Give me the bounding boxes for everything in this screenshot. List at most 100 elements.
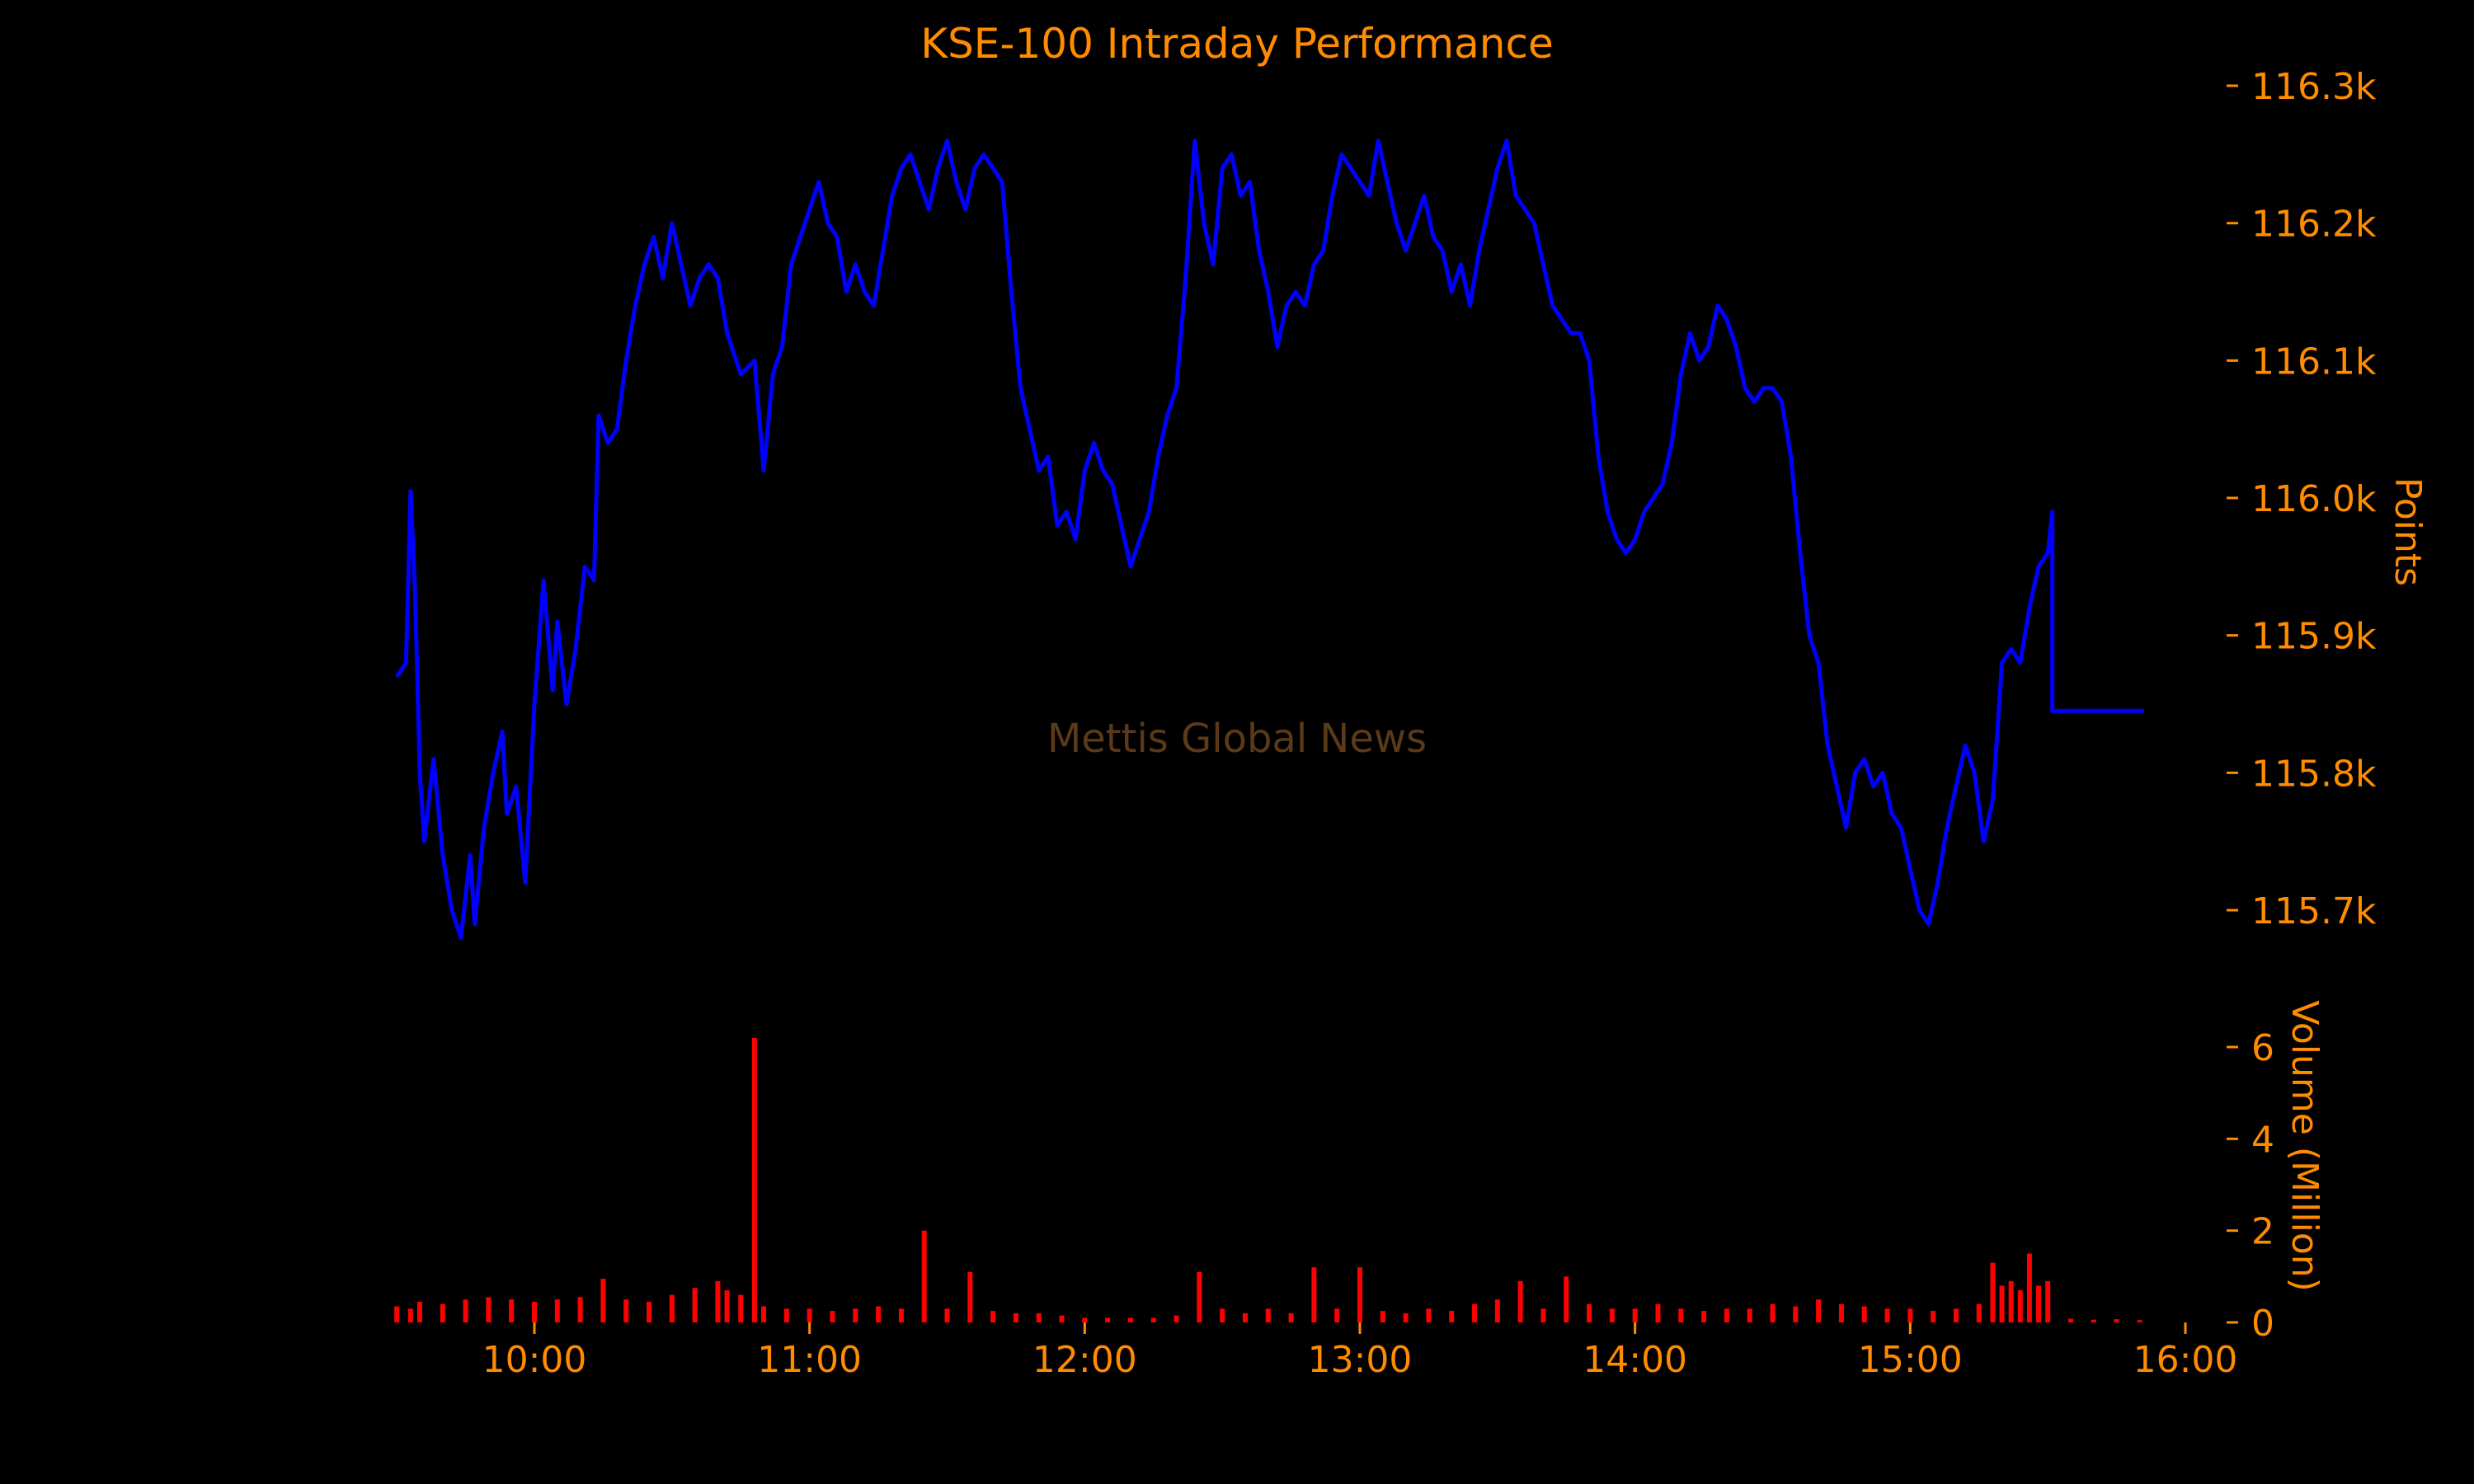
volume-bar (1242, 1313, 1248, 1322)
volume-bar (1907, 1308, 1913, 1322)
volume-bar (921, 1230, 927, 1322)
volume-bar (1976, 1303, 1982, 1322)
volume-bar (1953, 1308, 1959, 1322)
volume-bar (532, 1301, 537, 1322)
volume-bar (1265, 1308, 1271, 1322)
volume-bar (440, 1303, 445, 1322)
volume-bar (715, 1280, 721, 1322)
volume-bar (783, 1308, 789, 1322)
volume-bar (830, 1311, 835, 1322)
volume-bar (1311, 1267, 1317, 1322)
volume-bar (2017, 1290, 2023, 1322)
volume-bar (1220, 1308, 1225, 1322)
volume-bar (1288, 1313, 1294, 1322)
time-tick-label: 16:00 (2133, 1339, 2238, 1381)
volume-tick-label: 0 (2251, 1303, 2274, 1345)
volume-bar (416, 1301, 422, 1322)
volume-bar (853, 1308, 858, 1322)
volume-bar (1036, 1313, 1042, 1322)
watermark-text: Mettis Global News (1047, 716, 1427, 762)
volume-tick-label: 4 (2251, 1119, 2274, 1161)
volume-bar (2091, 1319, 2096, 1322)
chart-title: KSE-100 Intraday Performance (920, 20, 1553, 68)
volume-bar (1747, 1308, 1752, 1322)
volume-bar (554, 1299, 560, 1322)
volume-bar (1632, 1308, 1638, 1322)
volume-bar (1678, 1308, 1684, 1322)
volume-bar (1609, 1308, 1615, 1322)
volume-bar (2008, 1280, 2014, 1322)
volume-bar (1861, 1306, 1867, 1322)
volume-bar (2114, 1319, 2119, 1322)
volume-bar (486, 1297, 492, 1322)
volume-bar (669, 1294, 675, 1322)
volume-bar (944, 1308, 950, 1322)
volume-plot (394, 1037, 2142, 1322)
volume-bar (2137, 1320, 2142, 1322)
volume-bar (1587, 1303, 1592, 1322)
price-plot (395, 139, 2144, 940)
volume-bar (692, 1288, 698, 1322)
volume-bar (1816, 1299, 1822, 1322)
volume-bar (2026, 1253, 2032, 1322)
volume-bar (751, 1037, 757, 1322)
volume-bar (1013, 1313, 1018, 1322)
volume-bar (1174, 1315, 1179, 1322)
volume-bar (2045, 1280, 2051, 1322)
volume-bar (1494, 1299, 1500, 1322)
volume-bar (1884, 1308, 1890, 1322)
price-tick-label: 115.9k (2251, 616, 2377, 658)
price-tick-label: 116.1k (2251, 340, 2377, 383)
volume-bar (1150, 1317, 1156, 1322)
volume-bar (1105, 1317, 1111, 1322)
time-tick-label: 12:00 (1032, 1339, 1137, 1381)
volume-bar (761, 1306, 767, 1322)
volume-bar (1426, 1308, 1432, 1322)
time-tick-label: 14:00 (1583, 1339, 1687, 1381)
volume-bar (1082, 1317, 1088, 1322)
volume-bar (724, 1290, 730, 1322)
volume-bar (967, 1271, 973, 1322)
volume-bar (1701, 1311, 1707, 1322)
volume-bar (394, 1306, 400, 1322)
volume-bar (1540, 1308, 1546, 1322)
volume-bar (1770, 1303, 1776, 1322)
volume-bar (876, 1306, 882, 1322)
price-tick-label: 115.7k (2251, 890, 2377, 932)
time-tick-label: 15:00 (1858, 1339, 1963, 1381)
volume-tick-label: 2 (2251, 1211, 2274, 1253)
volume-bar (1357, 1267, 1362, 1322)
volume-bar (647, 1301, 652, 1322)
volume-bar (463, 1299, 468, 1322)
volume-bar (509, 1299, 515, 1322)
volume-bar (1334, 1308, 1340, 1322)
volume-bar (1564, 1276, 1569, 1322)
price-tick-label: 116.3k (2251, 66, 2377, 108)
volume-bar (623, 1299, 629, 1322)
price-tick-label: 115.8k (2251, 753, 2377, 795)
volume-bar (1793, 1306, 1799, 1322)
time-tick-label: 10:00 (482, 1339, 587, 1381)
volume-bar (1655, 1303, 1661, 1322)
volume-bar (1838, 1303, 1844, 1322)
time-tick-label: 11:00 (757, 1339, 862, 1381)
volume-bar (407, 1308, 413, 1322)
volume-bar (2036, 1285, 2042, 1322)
volume-bar (1449, 1311, 1455, 1322)
volume-bar (807, 1308, 812, 1322)
volume-bar (1472, 1303, 1478, 1322)
volume-bar (2067, 1318, 2073, 1322)
volume-bar (1999, 1285, 2005, 1322)
volume-bar (1403, 1313, 1409, 1322)
volume-axis: 0 2 4 6 (2227, 1027, 2274, 1345)
price-line (395, 139, 2144, 940)
volume-bar (1931, 1311, 1936, 1322)
price-axis-label: Points (2387, 477, 2429, 586)
volume-bar (1724, 1308, 1729, 1322)
volume-bar (738, 1294, 744, 1322)
time-tick-label: 13:00 (1308, 1339, 1413, 1381)
volume-bar (577, 1297, 583, 1322)
price-tick-label: 116.2k (2251, 204, 2377, 246)
